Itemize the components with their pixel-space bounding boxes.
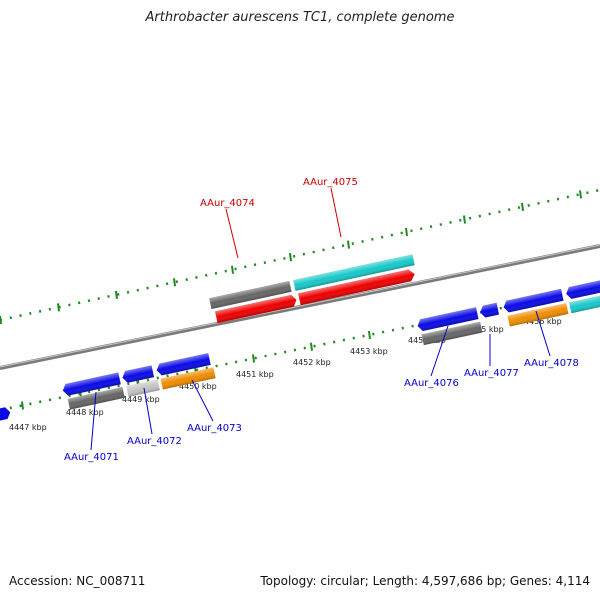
upper-scale-tick bbox=[347, 240, 350, 249]
upper-scale-tick bbox=[115, 290, 118, 299]
leader-line-4073 bbox=[191, 379, 214, 422]
gene-label-aaur-4077[interactable]: AAur_4077 bbox=[464, 368, 519, 379]
scale-label-4447: 4447 kbp bbox=[9, 423, 47, 432]
lower-scale-tick bbox=[310, 342, 313, 351]
scale-label-4453: 4453 kbp bbox=[350, 347, 388, 356]
genome-summary-text: Topology: circular; Length: 4,597,686 bp… bbox=[260, 574, 590, 588]
scale-label-4448: 4448 kbp bbox=[66, 408, 104, 417]
leader-line-4075 bbox=[330, 187, 342, 238]
gene-label-aaur-4076[interactable]: AAur_4076 bbox=[404, 378, 459, 389]
upper-scale-tick bbox=[405, 227, 408, 237]
scale-label-4455: 4455 kbp bbox=[466, 325, 504, 334]
upper-scale-tick bbox=[289, 253, 292, 262]
genome-backbone-highlight bbox=[0, 244, 600, 368]
scale-label-4456: 4456 kbp bbox=[524, 317, 562, 326]
genome-backbone bbox=[0, 244, 600, 370]
inner-guide-line bbox=[0, 286, 600, 412]
upper-scale-tick bbox=[231, 265, 234, 274]
leader-line-4076 bbox=[430, 325, 449, 377]
scale-label-4452: 4452 kbp bbox=[293, 358, 331, 367]
leader-line-4074 bbox=[225, 208, 239, 259]
map-title: Arthrobacter aurescens TC1, complete gen… bbox=[145, 10, 455, 25]
upper-gene-group bbox=[209, 254, 415, 324]
upper-scale-tick bbox=[173, 278, 176, 287]
upper-scale-tick bbox=[57, 303, 60, 312]
gene-label-aaur-4078[interactable]: AAur_4078 bbox=[524, 358, 579, 369]
upper-scale-tick bbox=[521, 202, 524, 212]
upper-scale-tick bbox=[579, 190, 582, 199]
lower-scale-tick bbox=[252, 354, 255, 363]
lower-scale-tick bbox=[368, 330, 371, 340]
lower-scale-tick bbox=[21, 401, 24, 410]
outer-guide-line bbox=[0, 188, 600, 322]
lower-right-gene-group bbox=[417, 272, 600, 346]
leader-line-4072 bbox=[143, 387, 153, 435]
scale-label-4449: 4449 kbp bbox=[122, 395, 160, 404]
upper-scale-tick bbox=[463, 215, 466, 224]
scale-label-4451: 4451 kbp bbox=[236, 370, 274, 379]
gene-edge-blue[interactable] bbox=[0, 406, 11, 426]
accession-text: Accession: NC_008711 bbox=[9, 574, 146, 588]
upper-scale-tick bbox=[0, 315, 2, 325]
scale-label-4450: 4450 kbp bbox=[179, 382, 217, 391]
leader-line-4078 bbox=[535, 310, 551, 357]
gene-label-aaur-4075[interactable]: AAur_4075 bbox=[303, 177, 358, 188]
gene-label-aaur-4073[interactable]: AAur_4073 bbox=[187, 423, 242, 434]
gene-label-aaur-4072[interactable]: AAur_4072 bbox=[127, 436, 182, 447]
gene-label-aaur-4074[interactable]: AAur_4074 bbox=[200, 198, 255, 209]
leader-line-4071 bbox=[90, 391, 97, 451]
lower-left-gene-group bbox=[0, 353, 216, 426]
gene-label-aaur-4071[interactable]: AAur_4071 bbox=[64, 452, 119, 463]
